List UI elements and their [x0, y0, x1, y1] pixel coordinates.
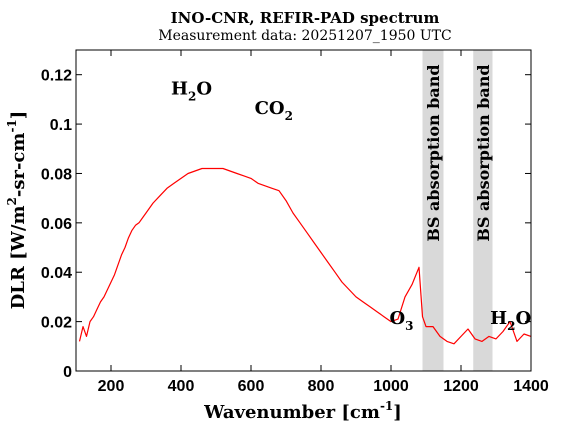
x-tick-label: 1200: [443, 378, 479, 395]
x-tick-label: 600: [238, 378, 265, 395]
y-tick-label: 0: [63, 364, 72, 381]
molecule-annotation: O3: [389, 308, 413, 333]
x-tick-label: 800: [308, 378, 335, 395]
chart-title: INO-CNR, REFIR-PAD spectrum: [171, 9, 440, 27]
band-label-2: BS absorption band: [474, 64, 493, 241]
plot-area: [78, 167, 532, 345]
absorption-band-2: [473, 50, 493, 371]
plot-frame: [75, 49, 532, 372]
axis-ticks: 200 400 600 800 1000 1200 1400 0 0.02 0.04 0.06 0.0…: [41, 50, 549, 395]
x-axis-label: Wavenumber [cm-1]: [203, 399, 402, 423]
y-axis-label: DLR [W/m2-sr-cm-1]: [5, 111, 29, 310]
molecule-annotation: CO2: [255, 98, 293, 123]
chart-subtitle: Measurement data: 20251207_1950 UTC: [158, 28, 451, 44]
y-tick-label: 0.12: [41, 68, 72, 85]
band-label-1: BS absorption band: [424, 64, 443, 241]
molecule-annotation: H2O: [490, 308, 531, 333]
x-tick-label: 200: [98, 378, 125, 395]
spectrum-line: [78, 167, 532, 345]
y-tick-label: 0.04: [41, 265, 72, 282]
y-tick-label: 0.1: [50, 117, 72, 134]
annotations: H2O CO2 O3 H2O: [171, 78, 531, 333]
x-tick-label: 1400: [513, 378, 549, 395]
x-tick-label: 1000: [373, 378, 409, 395]
molecule-annotation: H2O: [171, 78, 212, 103]
absorption-bands: BS absorption band BS absorption band: [422, 50, 493, 371]
y-tick-label: 0.02: [41, 315, 72, 332]
x-tick-label: 400: [168, 378, 195, 395]
absorption-band-1: [422, 50, 444, 371]
y-tick-label: 0.06: [41, 216, 72, 233]
y-tick-label: 0.08: [41, 166, 72, 183]
